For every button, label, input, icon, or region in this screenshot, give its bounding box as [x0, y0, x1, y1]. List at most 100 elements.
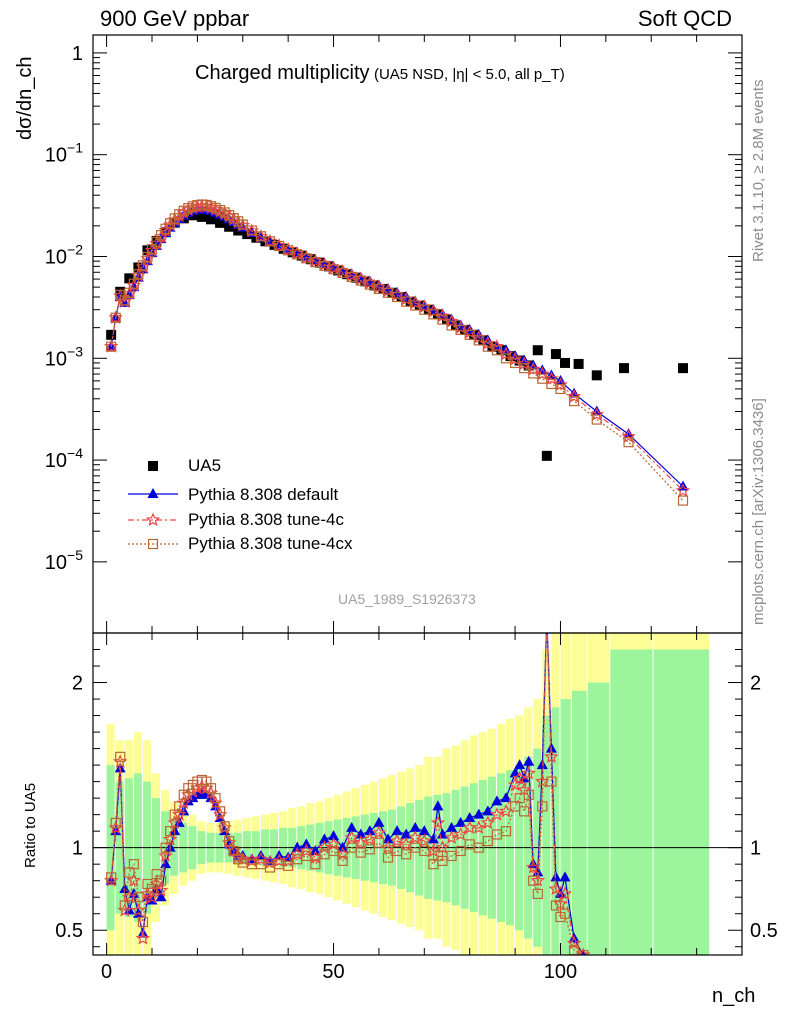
data-point	[623, 437, 634, 448]
data-point	[436, 308, 448, 319]
ratio-point	[158, 848, 173, 863]
data-point-ua5	[591, 370, 602, 381]
data-point	[675, 483, 691, 497]
ratio-point	[512, 770, 527, 785]
data-point	[491, 345, 503, 356]
ratio-point	[160, 842, 171, 853]
ratio-point	[328, 830, 340, 841]
ratio-point	[253, 851, 269, 866]
legend-marker	[145, 512, 161, 527]
ratio-point	[219, 821, 230, 832]
ratio-point	[500, 826, 512, 837]
ratio-point	[444, 830, 459, 844]
x-tick-label: 50	[322, 961, 344, 983]
uncertainty-band-inner	[542, 715, 551, 955]
ratio-point	[337, 841, 349, 852]
ratio-point	[337, 855, 348, 866]
ratio-point	[310, 859, 321, 870]
data-point-ua5	[573, 358, 584, 369]
ratio-point	[523, 789, 534, 800]
ratio-point	[455, 816, 467, 827]
legend-marker	[148, 461, 158, 471]
ratio-point	[300, 838, 312, 849]
ratio-y-tick-label-right: 0.5	[750, 920, 778, 942]
ratio-point	[398, 836, 414, 851]
ratio-point	[389, 833, 405, 848]
data-point-ua5	[560, 357, 570, 368]
data-point	[568, 395, 580, 407]
ratio-point	[419, 845, 430, 857]
ratio-point	[489, 807, 505, 821]
ratio-point	[137, 916, 149, 928]
data-point-ua5	[124, 273, 135, 284]
uncertainty-band-inner	[560, 699, 571, 955]
data-point	[455, 319, 467, 330]
ratio-point	[430, 815, 446, 830]
ratio-point	[353, 835, 369, 849]
ratio-point	[401, 849, 412, 860]
ratio-point	[133, 892, 144, 903]
ratio-point	[427, 833, 439, 844]
data-point	[509, 357, 521, 369]
ratio-point	[299, 843, 314, 858]
ratio-point	[491, 795, 503, 806]
ratio-point	[507, 777, 523, 792]
ratio-point	[210, 793, 221, 804]
ratio-point	[165, 826, 176, 837]
ratio-point	[559, 871, 571, 882]
data-point	[519, 363, 530, 374]
ratio-point	[174, 801, 185, 812]
ratio-point	[373, 816, 385, 827]
series-line	[110, 208, 684, 487]
ratio-point	[521, 765, 536, 780]
ratio-point	[364, 844, 375, 855]
ratio-point	[155, 875, 167, 886]
ratio-point	[135, 930, 151, 945]
data-point-ua5	[196, 211, 207, 222]
legend-entry-tune4cx: Pythia 8.308 tune-4cx	[188, 534, 353, 553]
ratio-point	[417, 833, 432, 848]
legend-marker	[147, 538, 159, 550]
data-point	[391, 286, 403, 297]
ratio-point	[480, 815, 496, 830]
data-point-ua5	[541, 450, 552, 461]
ratio-y-tick-label: 1	[72, 838, 83, 860]
ratio-point	[557, 886, 573, 901]
ratio-point	[559, 908, 571, 919]
ratio-point	[131, 902, 146, 917]
ratio-point	[328, 845, 339, 857]
data-point	[621, 429, 636, 443]
ratio-point	[371, 825, 387, 839]
uncertainty-band-inner	[653, 649, 710, 955]
ratio-point	[283, 860, 294, 871]
ratio-point	[301, 850, 312, 862]
ratio-point	[519, 806, 530, 817]
ratio-point	[453, 826, 468, 841]
legend-entry-tune4c: Pythia 8.308 tune-4c	[188, 510, 344, 529]
ratio-point	[346, 821, 358, 832]
ratio-point	[482, 835, 493, 847]
x-tick-label: 0	[101, 961, 112, 983]
main-series	[103, 198, 691, 550]
ratio-point	[432, 800, 444, 811]
data-point-ua5	[215, 217, 226, 228]
series-line	[110, 205, 684, 492]
ratio-point	[155, 891, 167, 902]
ratio-point	[373, 837, 385, 848]
ratio-point	[546, 776, 557, 787]
ratio-point	[509, 767, 521, 778]
y-tick-label: 10−3	[45, 343, 83, 370]
chart-title: Charged multiplicity (UA5 NSD, |η| < 5.0…	[195, 62, 565, 85]
ratio-point	[205, 783, 217, 794]
legend-marker	[147, 488, 159, 498]
ratio-point	[326, 836, 341, 851]
ratio-point	[464, 811, 476, 822]
data-point	[237, 219, 248, 230]
ratio-point	[455, 845, 466, 857]
header-left: 900 GeV ppbar	[100, 6, 250, 31]
ratio-point	[110, 817, 121, 828]
data-point-ua5	[550, 349, 561, 360]
uncertainty-band-inner	[551, 707, 560, 955]
data-point	[464, 329, 475, 340]
y-tick-label: 10−2	[45, 241, 83, 268]
